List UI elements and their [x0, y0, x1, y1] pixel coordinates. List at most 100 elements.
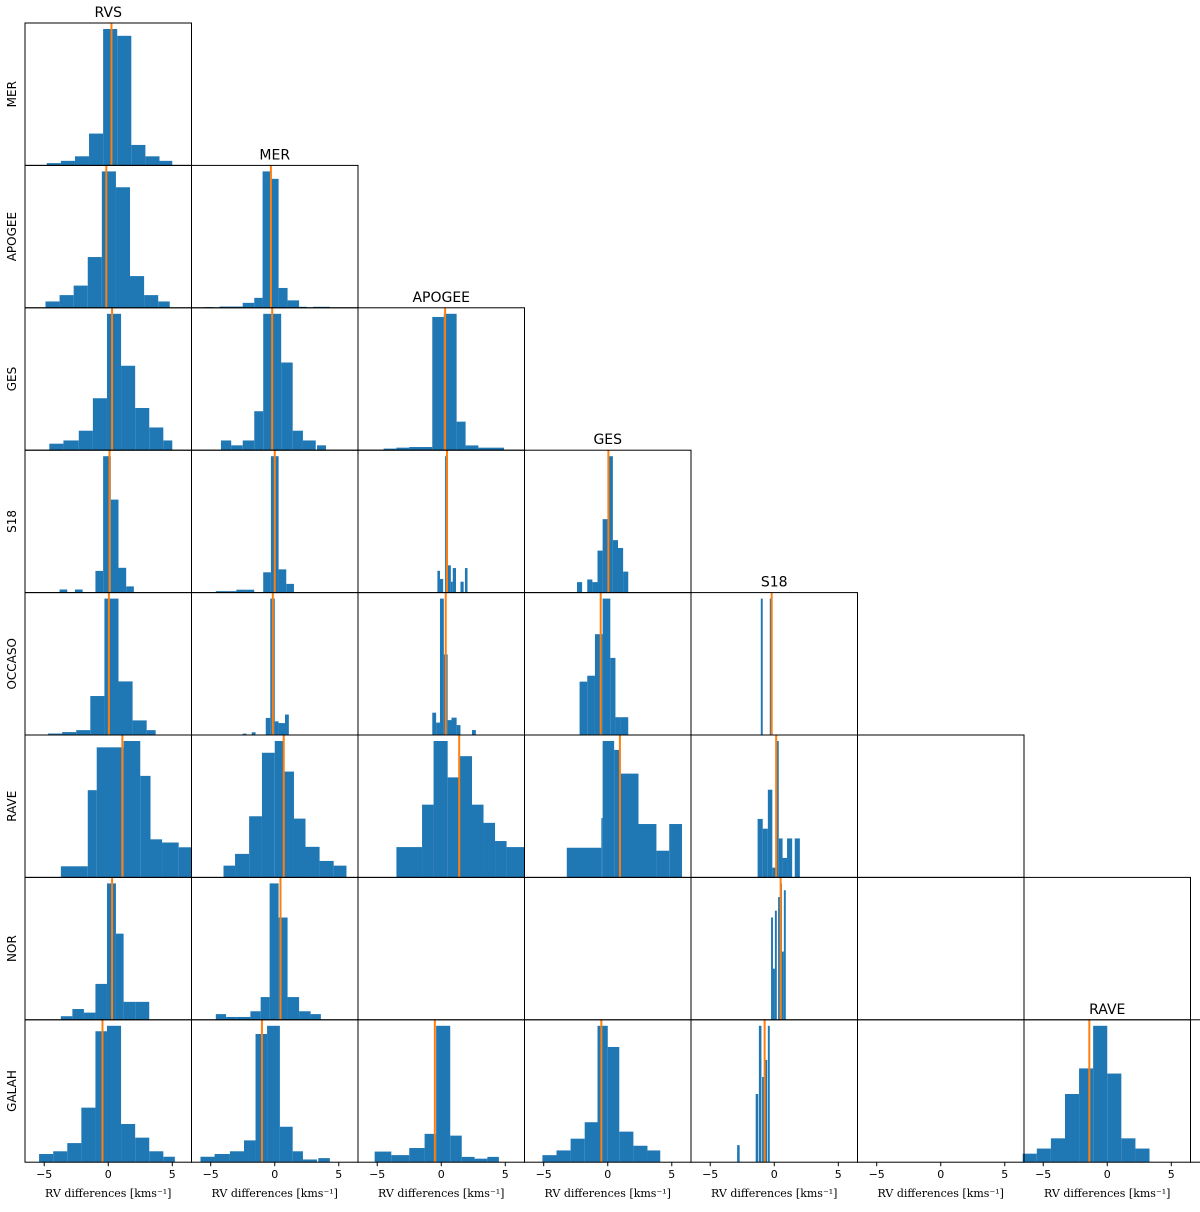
row-label: GALAH [5, 1070, 19, 1112]
histogram-bar [254, 411, 264, 451]
histogram-bar [72, 1009, 84, 1020]
histogram-bar [229, 1151, 245, 1163]
histogram-bar [566, 847, 602, 878]
histogram-bar [443, 313, 457, 451]
histogram-bar [292, 1151, 303, 1163]
histogram-bar [302, 440, 316, 451]
x-axis-label: RV differences [kms⁻¹] [545, 1187, 671, 1200]
histogram-bar [432, 316, 444, 451]
histogram-bar [584, 1122, 598, 1163]
panel-frame [857, 1019, 1025, 1163]
histogram-bar [755, 1094, 759, 1163]
histogram-bar [146, 730, 156, 735]
panel-s18-3 [577, 450, 629, 593]
histogram-bar [483, 822, 496, 878]
histogram-bar [101, 171, 116, 308]
histogram-bar [459, 756, 472, 878]
histogram-bar [767, 1025, 770, 1163]
x-axis-label: RV differences [kms⁻¹] [878, 1187, 1004, 1200]
histogram-bar [1079, 1068, 1094, 1163]
panel-rave-3 [566, 735, 683, 878]
histogram-bar [287, 300, 300, 308]
x-tick-label: 0 [937, 1168, 944, 1181]
histogram-bar [283, 771, 294, 878]
panel-frame [690, 592, 858, 736]
row-label: OCCASO [5, 638, 19, 689]
histogram-bar [118, 567, 127, 593]
histogram-bar [286, 583, 294, 593]
histogram-bar [249, 816, 262, 878]
histogram-bar [319, 860, 334, 878]
histogram-bar [274, 721, 279, 735]
panel-galah-0 [39, 1019, 175, 1163]
row-label: GES [5, 367, 19, 392]
histogram-bar [542, 1155, 557, 1163]
histogram-bar [302, 1159, 318, 1163]
histogram-bar [95, 570, 104, 593]
x-tick-label: 0 [1104, 1168, 1111, 1181]
histogram-bar [783, 890, 786, 1020]
histogram-bar [231, 445, 243, 451]
histogram-bar [242, 302, 255, 308]
x-tick-label: 5 [835, 1168, 842, 1181]
panel-occaso-2 [432, 592, 476, 735]
histogram-bar [281, 362, 293, 451]
histogram-bar [103, 29, 118, 166]
histogram-bar [200, 1156, 215, 1163]
histogram-bar [772, 867, 776, 878]
histogram-bar [450, 1135, 462, 1163]
x-tick-label: 5 [169, 1168, 176, 1181]
histogram-bar [612, 540, 618, 593]
histogram-bar [794, 838, 800, 878]
histogram-bar [460, 581, 464, 593]
panel-frame [1023, 876, 1191, 1021]
histogram-bar [374, 1151, 392, 1163]
histogram-bar [456, 725, 461, 735]
histogram-bar [422, 804, 434, 878]
x-tick-label: −5 [536, 1168, 552, 1181]
histogram-bar [149, 1151, 164, 1163]
histogram-bar [163, 440, 173, 451]
histogram-bar [464, 568, 468, 593]
histogram-bar [123, 1001, 136, 1020]
panel-frame [357, 449, 525, 594]
histogram-bar [623, 571, 629, 593]
histogram-bar [292, 430, 303, 451]
x-tick-label: 0 [604, 1168, 611, 1181]
histogram-bar [215, 591, 227, 593]
histogram-bar [163, 1156, 175, 1163]
histogram-bar [506, 847, 525, 878]
histogram-bar [103, 456, 111, 593]
histogram-bar [451, 717, 457, 735]
panel-ges-2 [383, 307, 505, 451]
x-tick-label: −5 [36, 1168, 52, 1181]
panel-frame [1190, 1019, 1200, 1163]
histogram-bar [117, 35, 132, 166]
histogram-bar [95, 983, 107, 1020]
row-label: APOGEE [5, 212, 19, 261]
histogram-bar [95, 1031, 107, 1163]
panel-s18-0 [59, 450, 134, 593]
histogram-bar [223, 865, 236, 878]
histogram-bar [162, 842, 179, 878]
histogram-bar [246, 589, 255, 593]
histogram-bar [619, 1131, 634, 1163]
histogram-bar [396, 447, 410, 451]
histogram-bar [262, 171, 271, 308]
histogram-bar [1135, 1148, 1150, 1163]
histogram-bar [607, 1046, 620, 1163]
histogram-bar [89, 133, 104, 166]
histogram-bar [126, 586, 134, 593]
histogram-bar [90, 696, 105, 735]
histogram-bar [409, 447, 423, 451]
histogram-bar [669, 824, 683, 878]
histogram-bar [53, 1151, 68, 1163]
column-title: RAVE [1089, 1002, 1125, 1018]
histogram-bar [87, 257, 102, 308]
histogram-bar [59, 295, 74, 308]
histogram-bar [226, 591, 237, 593]
histogram-bar [92, 398, 107, 451]
histogram-bar [577, 582, 583, 593]
panel-frame [857, 734, 1025, 878]
histogram-bar [647, 1150, 661, 1163]
